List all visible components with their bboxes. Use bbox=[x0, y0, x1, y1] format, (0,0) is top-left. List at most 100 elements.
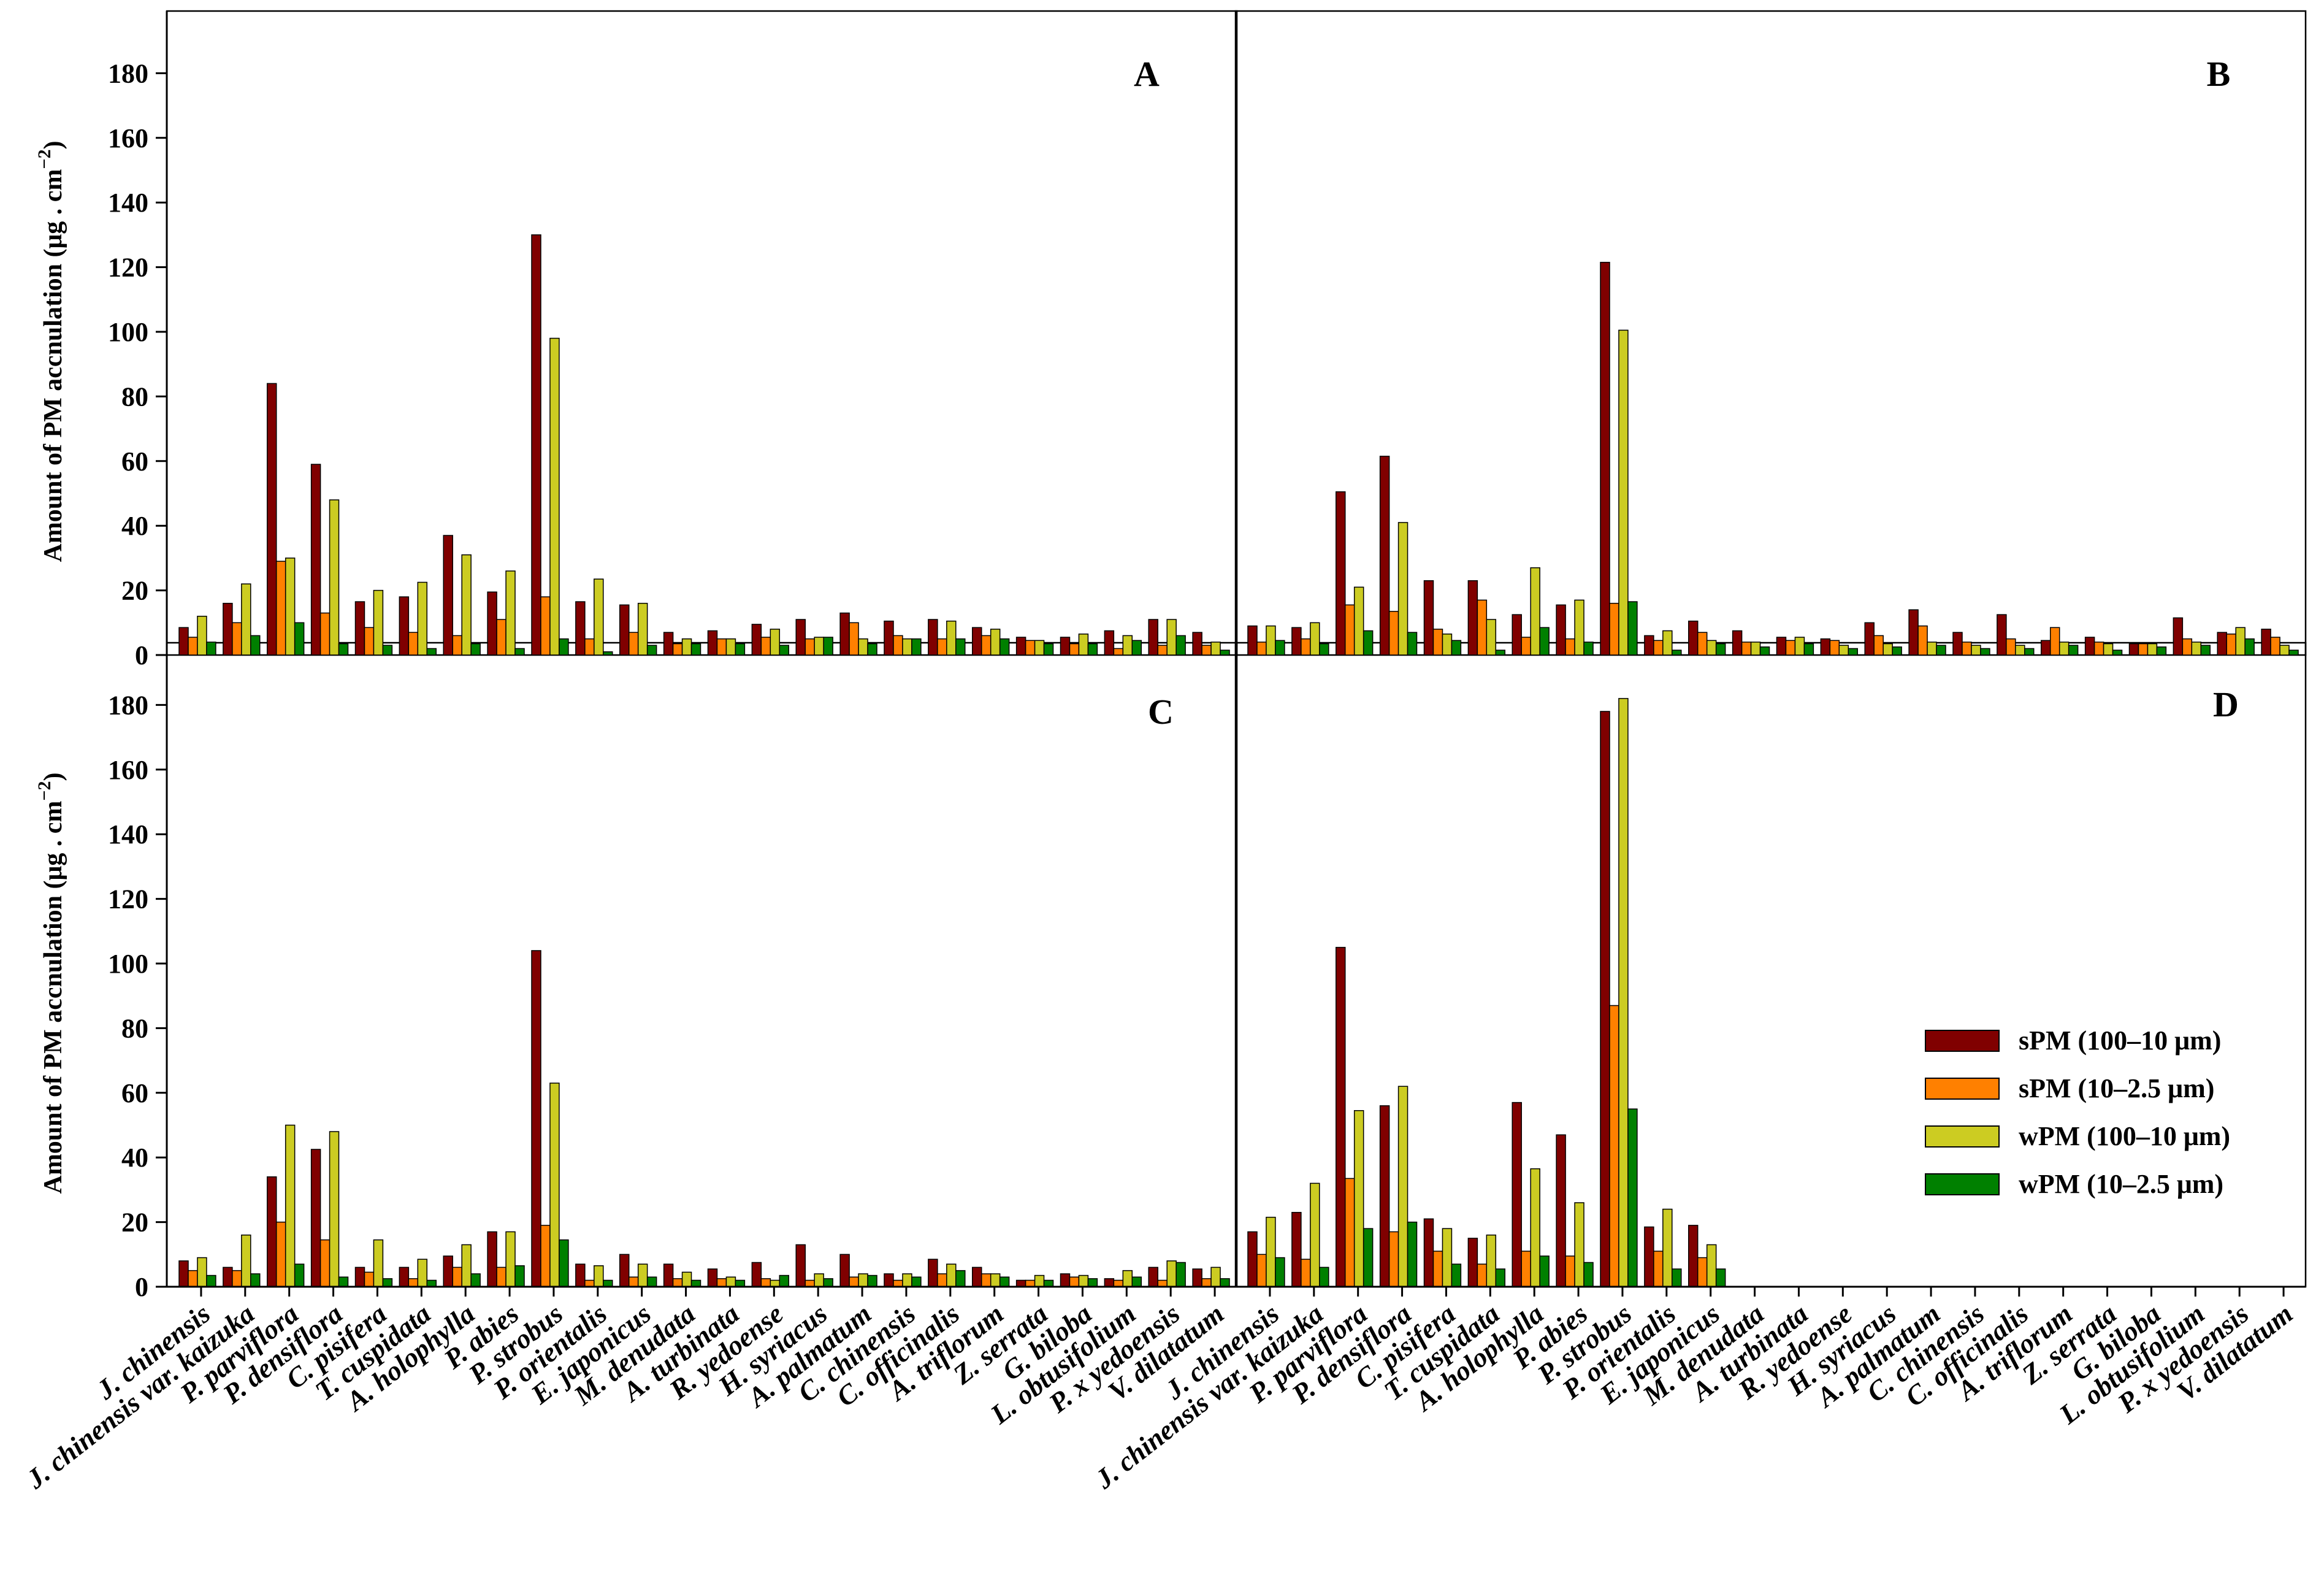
panel-A-bars: J. chinensis: 8.5 J. chinensis var. kaizu… bbox=[178, 234, 1230, 656]
bar-series: J. chinensis: 8.5 J. chinensis var. kaizu… bbox=[178, 234, 2299, 1287]
y-tick-label: 40 bbox=[121, 511, 148, 541]
bar-C-wPM-10-2-5-m--4: C. pisifera: 2.5 bbox=[382, 1278, 393, 1287]
bar-C-wPM-10-2-5-m--20: G. biloba: 2.5 bbox=[1087, 1278, 1098, 1287]
bar-B-sPM-100-10-m--14: H. syriacus: 10 bbox=[1864, 622, 1875, 656]
bar-A-wPM-10-2-5-m--18: A. triflorum: 5 bbox=[999, 638, 1010, 656]
bar-A-sPM-100-10-m--14: H. syriacus: 11 bbox=[795, 619, 806, 656]
bar-C-sPM-100-10-m--17: C. officinalis: 8.5 bbox=[928, 1259, 938, 1287]
legend-swatch bbox=[1925, 1173, 2000, 1195]
bar-B-wPM-10-2-5-m--21: L. obtusifolium: 3 bbox=[2200, 645, 2211, 656]
bar-A-wPM-100-10-m--6: A. holophylla: 31 bbox=[461, 554, 472, 656]
legend-swatch bbox=[1925, 1125, 2000, 1148]
bar-A-sPM-10-2-5-m--4: C. pisifera: 8.5 bbox=[364, 627, 375, 656]
bar-C-wPM-10-2-5-m--21: L. obtusifolium: 3 bbox=[1131, 1276, 1142, 1287]
bar-A-sPM-10-2-5-m--22: P. x yedoensis: 3 bbox=[1157, 645, 1168, 656]
bar-B-sPM-10-2-5-m--19: Z. serrata: 4 bbox=[2093, 642, 2104, 656]
bar-A-sPM-10-2-5-m--7: P. abies: 11 bbox=[496, 619, 506, 656]
legend-label: wPM (10–2.5 μm) bbox=[2019, 1169, 2223, 1199]
bar-B-sPM-10-2-5-m--15: A. palmatum: 9 bbox=[1917, 625, 1928, 656]
bar-A-sPM-100-10-m--10: E. japonicus: 15.5 bbox=[619, 604, 630, 656]
bar-C-wPM-10-2-5-m--5: T. cuspidata: 2 bbox=[426, 1279, 437, 1287]
bar-D-sPM-10-2-5-m--2: P. parviflora: 33.5 bbox=[1344, 1178, 1355, 1287]
bar-A-wPM-100-10-m--5: T. cuspidata: 22.5 bbox=[417, 581, 428, 656]
bar-D-wPM-10-2-5-m--9: P. orientalis: 5.5 bbox=[1672, 1268, 1682, 1287]
bar-B-wPM-100-10-m--7: P. abies: 17 bbox=[1574, 599, 1584, 656]
panel-letter-D: D bbox=[2213, 684, 2239, 724]
bar-D-wPM-100-10-m--6: A. holophylla: 36.5 bbox=[1530, 1168, 1540, 1287]
bar-A-sPM-10-2-5-m--5: T. cuspidata: 7 bbox=[408, 632, 419, 656]
bar-C-wPM-10-2-5-m--12: A. turbinata: 2 bbox=[735, 1279, 746, 1287]
bar-C-sPM-100-10-m--5: T. cuspidata: 6 bbox=[399, 1267, 410, 1287]
bar-A-wPM-10-2-5-m--2: P. parviflora: 10 bbox=[294, 622, 305, 656]
bar-B-wPM-10-2-5-m--8: P. strobus: 16.5 bbox=[1627, 601, 1638, 656]
bar-C-sPM-100-10-m--2: P. parviflora: 34 bbox=[267, 1176, 277, 1287]
bar-A-wPM-100-10-m--8: P. strobus: 98 bbox=[549, 337, 560, 656]
bar-B-sPM-100-10-m--10: E. japonicus: 10.5 bbox=[1688, 620, 1699, 656]
bar-B-sPM-100-10-m--1: J. chinensis var. kaizuka: 8.5 bbox=[1291, 627, 1302, 656]
bar-A-wPM-10-2-5-m--23: V. dilatatum: 1.5 bbox=[1220, 650, 1230, 656]
bar-A-sPM-100-10-m--4: C. pisifera: 16.5 bbox=[354, 601, 365, 656]
bar-A-wPM-10-2-5-m--13: R. yedoense: 3 bbox=[779, 645, 789, 656]
bar-C-wPM-100-10-m--9: P. orientalis: 6.5 bbox=[594, 1265, 604, 1287]
bar-A-sPM-10-2-5-m--10: E. japonicus: 7 bbox=[628, 632, 639, 656]
bar-B-wPM-10-2-5-m--4: C. pisifera: 4.5 bbox=[1451, 640, 1462, 656]
bar-A-wPM-10-2-5-m--20: G. biloba: 3.5 bbox=[1087, 643, 1098, 656]
bar-D-sPM-100-10-m--7: P. abies: 47 bbox=[1556, 1134, 1566, 1287]
bar-C-wPM-10-2-5-m--11: M. denudata: 2 bbox=[690, 1279, 701, 1287]
bar-C-sPM-10-2-5-m--18: A. triflorum: 4 bbox=[980, 1273, 992, 1287]
bar-C-sPM-100-10-m--4: C. pisifera: 6 bbox=[354, 1267, 365, 1287]
bar-A-wPM-10-2-5-m--10: E. japonicus: 3 bbox=[646, 645, 657, 656]
bar-C-sPM-100-10-m--15: A. palmatum: 10 bbox=[839, 1254, 850, 1287]
bar-B-sPM-10-2-5-m--12: A. turbinata: 4.5 bbox=[1785, 640, 1796, 656]
bar-C-sPM-10-2-5-m--11: M. denudata: 2.5 bbox=[672, 1278, 683, 1287]
bar-A-sPM-100-10-m--2: P. parviflora: 84 bbox=[267, 383, 277, 656]
bar-B-sPM-100-10-m--22: P. x yedoensis: 7 bbox=[2217, 632, 2227, 656]
bar-B-sPM-10-2-5-m--17: C. officinalis: 5 bbox=[2006, 638, 2016, 656]
bar-C-sPM-100-10-m--3: P. densiflora: 42.5 bbox=[310, 1149, 321, 1287]
bar-B-sPM-10-2-5-m--2: P. parviflora: 15.5 bbox=[1344, 604, 1355, 656]
bar-C-sPM-100-10-m--10: E. japonicus: 10 bbox=[619, 1254, 630, 1287]
bar-B-sPM-100-10-m--15: A. palmatum: 14 bbox=[1908, 609, 1919, 656]
bar-A-sPM-100-10-m--16: C. chinensis: 10.5 bbox=[884, 620, 894, 656]
bar-C-sPM-10-2-5-m--16: C. chinensis: 2 bbox=[893, 1279, 903, 1287]
bar-B-wPM-100-10-m--3: P. densiflora: 41 bbox=[1397, 522, 1409, 656]
bar-D-wPM-10-2-5-m--4: C. pisifera: 7 bbox=[1451, 1263, 1462, 1287]
bar-C-sPM-10-2-5-m--3: P. densiflora: 14.5 bbox=[319, 1239, 331, 1287]
bar-B-wPM-10-2-5-m--5: T. cuspidata: 1.5 bbox=[1495, 650, 1505, 656]
bar-C-sPM-100-10-m--7: P. abies: 17 bbox=[487, 1231, 497, 1287]
bar-A-sPM-10-2-5-m--20: G. biloba: 3.5 bbox=[1069, 643, 1080, 656]
bar-B-sPM-10-2-5-m--18: A. triflorum: 8.5 bbox=[2049, 627, 2060, 656]
bar-D-wPM-100-10-m--9: P. orientalis: 24 bbox=[1662, 1208, 1673, 1287]
bar-A-wPM-10-2-5-m--7: P. abies: 2 bbox=[514, 648, 525, 656]
bar-C-sPM-10-2-5-m--9: P. orientalis: 2 bbox=[584, 1279, 595, 1287]
bar-C-sPM-10-2-5-m--8: P. strobus: 19 bbox=[540, 1225, 551, 1287]
bar-A-wPM-100-10-m--23: V. dilatatum: 4 bbox=[1210, 642, 1221, 656]
legend-swatch bbox=[1925, 1078, 2000, 1100]
bar-B-wPM-100-10-m--11: M. denudata: 4 bbox=[1750, 642, 1761, 656]
bar-D-wPM-10-2-5-m--1: J. chinensis var. kaizuka: 6 bbox=[1319, 1267, 1329, 1287]
bar-B-wPM-100-10-m--20: G. biloba: 3.5 bbox=[2147, 643, 2158, 656]
bar-C-sPM-10-2-5-m--22: P. x yedoensis: 2 bbox=[1157, 1279, 1168, 1287]
bar-B-sPM-100-10-m--21: L. obtusifolium: 11.5 bbox=[2173, 617, 2184, 656]
bar-B-wPM-10-2-5-m--19: Z. serrata: 1.5 bbox=[2112, 650, 2123, 656]
bar-A-sPM-100-10-m--12: A. turbinata: 7.5 bbox=[707, 630, 718, 656]
bar-A-wPM-10-2-5-m--21: L. obtusifolium: 4.5 bbox=[1131, 640, 1142, 656]
bar-B-sPM-10-2-5-m--20: G. biloba: 3.5 bbox=[2138, 643, 2149, 656]
bar-A-wPM-100-10-m--19: Z. serrata: 4.5 bbox=[1034, 640, 1045, 656]
bar-B-sPM-10-2-5-m--21: L. obtusifolium: 5 bbox=[2182, 638, 2193, 656]
bar-C-wPM-100-10-m--14: H. syriacus: 4 bbox=[814, 1273, 824, 1287]
bar-C-sPM-100-10-m--13: R. yedoense: 7.5 bbox=[751, 1262, 762, 1287]
bar-A-wPM-100-10-m--13: R. yedoense: 8 bbox=[770, 629, 781, 656]
bar-B-wPM-10-2-5-m--10: E. japonicus: 3.5 bbox=[1715, 643, 1726, 656]
bar-D-sPM-10-2-5-m--5: T. cuspidata: 7 bbox=[1477, 1263, 1488, 1287]
bar-C-sPM-10-2-5-m--14: H. syriacus: 2 bbox=[805, 1279, 815, 1287]
bar-B-wPM-100-10-m--19: Z. serrata: 3.5 bbox=[2103, 643, 2114, 656]
bar-B-wPM-10-2-5-m--7: P. abies: 4 bbox=[1583, 642, 1594, 656]
bar-A-wPM-100-10-m--20: G. biloba: 6.5 bbox=[1078, 633, 1089, 656]
bar-D-sPM-100-10-m--9: P. orientalis: 18.5 bbox=[1644, 1226, 1654, 1287]
bar-A-wPM-10-2-5-m--22: P. x yedoensis: 6 bbox=[1175, 635, 1186, 656]
bar-C-wPM-10-2-5-m--10: E. japonicus: 3 bbox=[646, 1276, 657, 1287]
bar-D-sPM-10-2-5-m--8: P. strobus: 87 bbox=[1609, 1005, 1619, 1287]
bar-D-wPM-100-10-m--3: P. densiflora: 62 bbox=[1397, 1086, 1409, 1287]
y-axes: 0 20 40 60 80 100 120 140 160 180 0 20 40 60 80 100 120 1… bbox=[108, 11, 168, 1302]
